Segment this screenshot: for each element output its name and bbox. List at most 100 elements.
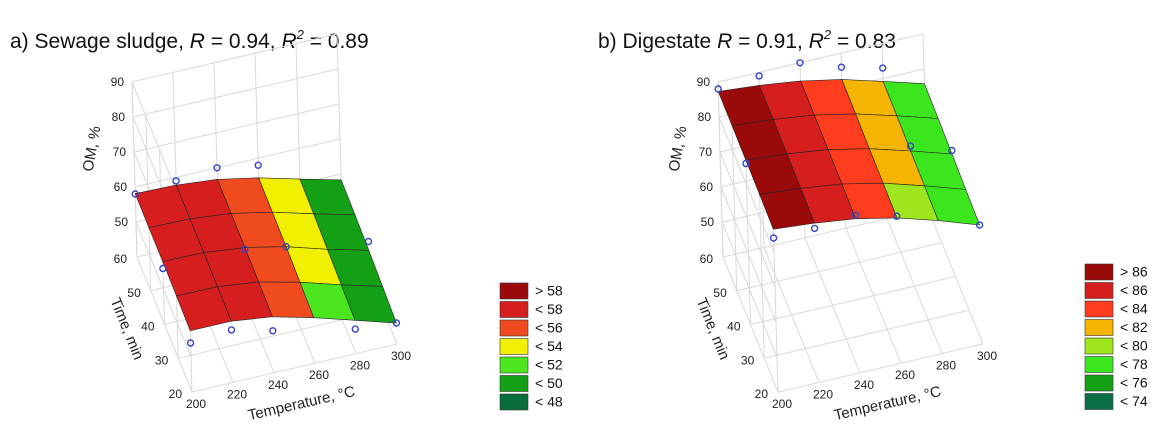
legend-label: < 50 — [535, 375, 563, 391]
data-point — [906, 142, 915, 150]
legend-label: > 58 — [535, 283, 563, 299]
chart-title: a) Sewage sludge, R = 0.94, R2 = 0.89 — [10, 27, 369, 53]
title-part: a) Sewage sludge, — [10, 30, 190, 53]
legend-swatch — [499, 301, 529, 318]
legend-swatch — [1084, 300, 1114, 318]
data-point — [714, 85, 722, 93]
legend-label: < 58 — [535, 301, 563, 317]
data-point — [227, 326, 236, 334]
grid-line — [745, 149, 751, 325]
grid-line — [720, 186, 777, 323]
grid-line — [777, 343, 984, 393]
z-tick-label: 50 — [115, 215, 129, 229]
data-point — [851, 211, 860, 220]
x-tick-label: 300 — [391, 349, 411, 363]
z-tick-label: 60 — [114, 180, 128, 194]
x-axis-title: Temperature, °C — [246, 383, 357, 424]
data-point — [975, 221, 984, 229]
x-axis-title: Temperature, °C — [832, 383, 943, 424]
data-point — [159, 264, 167, 273]
chart-title: b) Digestate R = 0.91, R2 = 0.83 — [598, 27, 896, 53]
legend-swatch — [499, 393, 529, 411]
x-tick-label: 200 — [186, 397, 206, 411]
z-tick-label: 50 — [701, 215, 715, 229]
title-part: 2 — [296, 27, 305, 42]
x-tick-label: 240 — [268, 378, 288, 392]
legend-swatch — [1084, 356, 1114, 373]
title-part: 2 — [823, 27, 832, 42]
grid-line — [764, 309, 970, 359]
grid-line — [736, 242, 942, 292]
title-part: = 0.94, — [205, 30, 281, 53]
data-point — [742, 159, 750, 168]
grid-line — [719, 151, 776, 288]
data-point — [796, 59, 804, 67]
legend-label: < 54 — [535, 338, 563, 354]
x-tick-label: 200 — [772, 397, 792, 411]
data-point — [213, 164, 221, 172]
data-point — [755, 72, 763, 80]
grid-line — [132, 68, 339, 118]
title-part: R — [190, 30, 205, 53]
grid-line — [131, 33, 338, 83]
z-tick-label: 70 — [113, 145, 127, 159]
data-point — [948, 146, 956, 155]
grid-line — [772, 216, 779, 393]
z-tick-label: 80 — [698, 110, 712, 124]
legend-swatch — [1084, 337, 1114, 355]
legend-label: < 80 — [1120, 338, 1148, 354]
title-part: R — [809, 30, 824, 53]
y-tick-label: 20 — [755, 387, 769, 401]
title-part: = 0.83 — [831, 30, 896, 53]
data-point — [769, 234, 778, 242]
title-part: = 0.91, — [732, 30, 808, 53]
data-point — [837, 63, 846, 71]
grid-line — [191, 343, 398, 393]
surface-cell — [176, 286, 232, 332]
legend-label: < 48 — [535, 394, 563, 410]
data-point — [269, 327, 277, 335]
data-point — [131, 190, 139, 198]
y-tick-label: 20 — [169, 387, 183, 401]
data-point — [893, 212, 901, 220]
y-tick-label: 60 — [114, 252, 128, 266]
data-point — [879, 64, 887, 72]
legend-swatch — [1084, 319, 1114, 336]
y-tick-label: 60 — [700, 252, 714, 266]
title-part: R — [281, 30, 296, 53]
grid-line — [717, 81, 724, 258]
grid-line — [131, 81, 138, 258]
data-point — [186, 339, 195, 347]
grid-line — [731, 115, 738, 291]
legend-swatch — [499, 356, 529, 374]
legend-label: < 76 — [1120, 375, 1148, 391]
x-tick-label: 300 — [977, 349, 997, 363]
x-tick-label: 260 — [309, 368, 329, 382]
data-point — [810, 224, 819, 233]
x-tick-label: 280 — [350, 359, 370, 373]
legend-swatch — [1084, 263, 1114, 281]
data-point — [392, 319, 401, 327]
data-point — [282, 242, 290, 251]
legend-swatch — [1084, 374, 1114, 392]
y-tick-label: 30 — [155, 353, 169, 367]
data-point — [241, 245, 249, 254]
legend-label: < 52 — [535, 357, 563, 373]
legend-swatch — [499, 375, 529, 392]
data-point — [351, 325, 359, 333]
legend-swatch — [1084, 282, 1114, 299]
z-tick-label: 80 — [112, 110, 126, 124]
y-tick-label: 40 — [727, 320, 741, 334]
x-tick-label: 240 — [854, 378, 874, 392]
y-tick-label: 40 — [141, 320, 155, 334]
data-point — [172, 177, 180, 185]
grid-line — [721, 221, 778, 358]
x-tick-label: 280 — [936, 359, 956, 373]
title-part: R — [717, 30, 732, 53]
x-tick-label: 220 — [813, 387, 833, 401]
grid-line — [134, 138, 341, 188]
y-tick-label: 50 — [127, 286, 141, 300]
title-part: b) Digestate — [598, 30, 717, 53]
grid-line — [135, 221, 192, 358]
